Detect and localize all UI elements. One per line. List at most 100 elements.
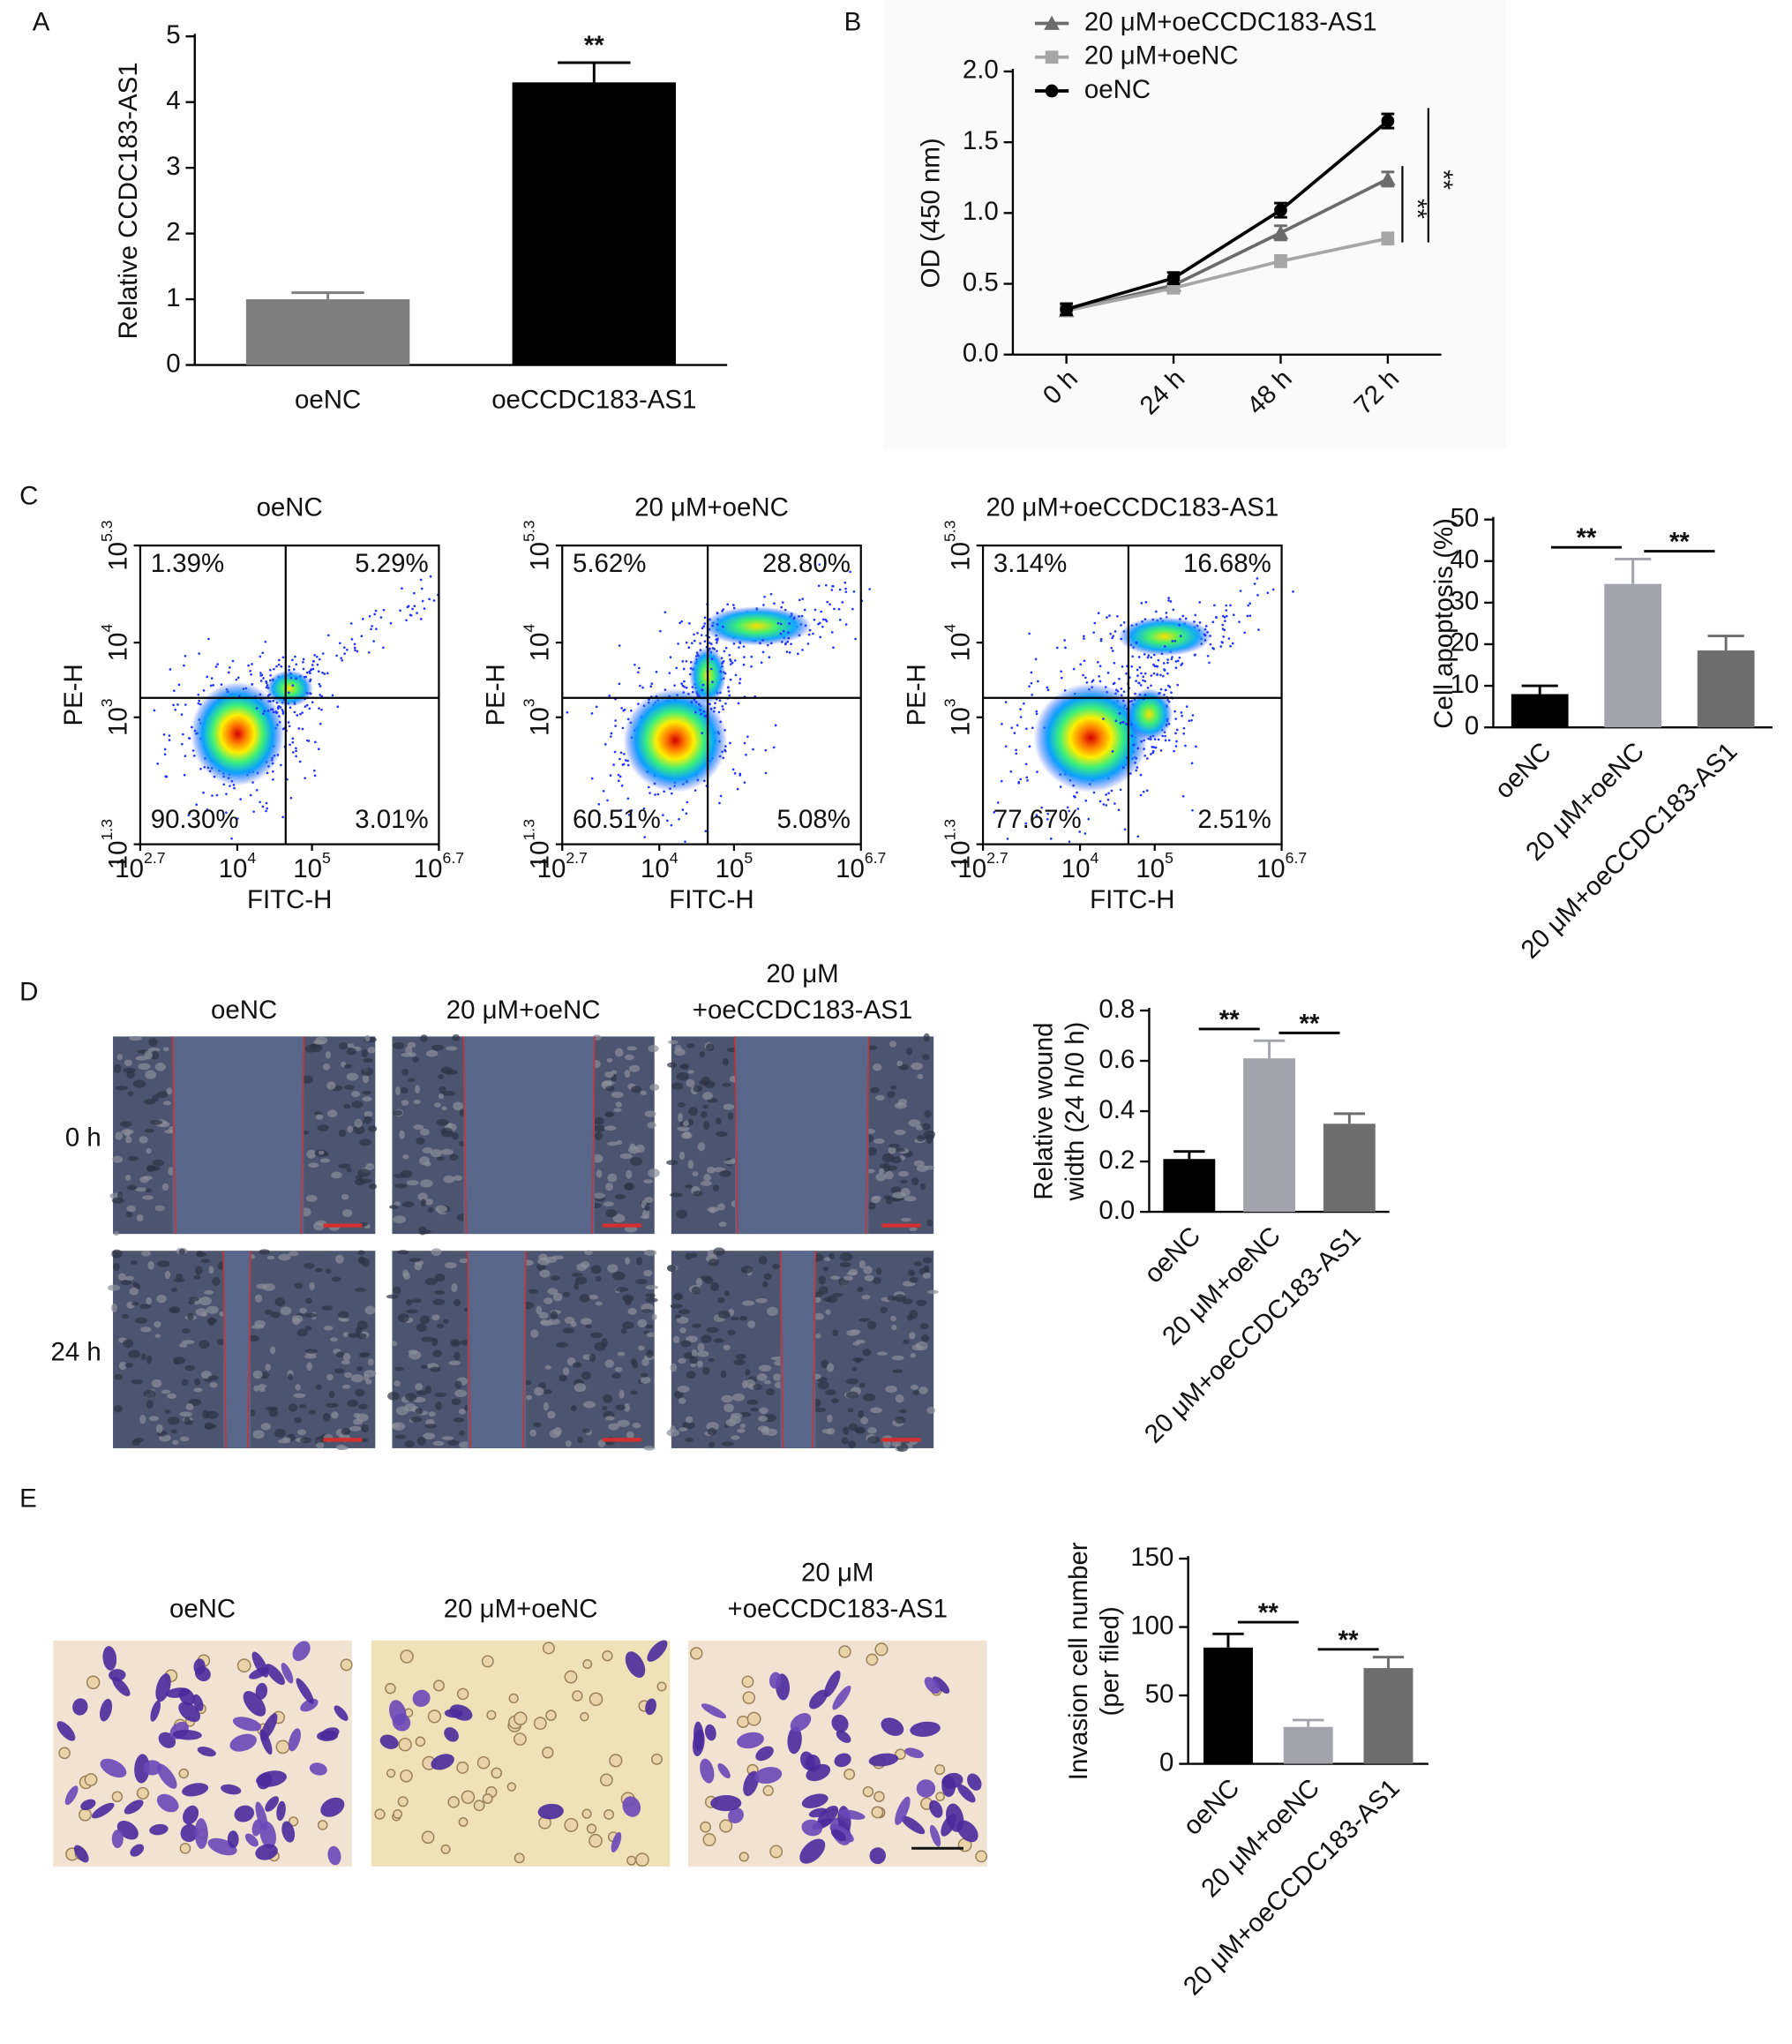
event-dot: [785, 650, 789, 653]
cell-texture: [346, 1043, 355, 1048]
cell-texture: [671, 1082, 684, 1090]
event-dot: [1028, 685, 1031, 688]
cell-texture: [451, 1282, 458, 1293]
event-dot: [1046, 688, 1050, 692]
event-dot: [412, 591, 416, 595]
tick-exponent: 5.3: [941, 520, 958, 542]
cell-texture: [682, 1120, 690, 1127]
cell-texture: [304, 1326, 312, 1331]
event-dot: [690, 701, 694, 703]
cell-texture: [146, 1296, 153, 1305]
cell-texture: [584, 1250, 593, 1255]
stained-cell: [704, 1724, 716, 1741]
cell-texture: [216, 1339, 225, 1346]
cell-texture: [724, 1290, 730, 1296]
series-line: [1066, 237, 1389, 312]
panel-label: C: [19, 481, 38, 510]
event-dot: [1140, 740, 1143, 743]
cell-texture: [189, 1296, 199, 1302]
cell-texture: [667, 1264, 677, 1273]
cell-texture: [707, 1427, 717, 1436]
event-dot: [313, 774, 317, 778]
event-dot: [1000, 779, 1003, 783]
event-dot: [696, 632, 699, 635]
event-dot: [1015, 752, 1018, 755]
cell-texture: [707, 1166, 716, 1174]
event-dot: [301, 711, 304, 714]
cell-texture: [677, 1126, 690, 1131]
event-dot: [299, 712, 302, 716]
event-dot: [163, 753, 167, 756]
y-tick-label: 2: [166, 217, 180, 246]
cell-texture: [917, 1073, 924, 1079]
event-dot: [174, 708, 177, 711]
cell-texture: [595, 1301, 603, 1306]
marker: [1060, 303, 1073, 316]
quadrant-label: 2.51%: [1197, 805, 1271, 834]
cell-texture: [910, 1385, 918, 1390]
event-dot: [769, 642, 773, 645]
cell-texture: [207, 1375, 219, 1381]
event-dot: [1121, 665, 1124, 668]
event-dot: [609, 774, 612, 777]
event-dot: [168, 734, 171, 737]
event-dot: [209, 684, 213, 688]
cell-texture: [742, 1379, 747, 1389]
event-dot: [713, 706, 716, 710]
event-dot: [401, 587, 403, 590]
cell-texture: [442, 1090, 455, 1096]
event-dot: [1046, 686, 1049, 689]
event-dot: [764, 771, 768, 775]
event-dot: [694, 701, 698, 703]
cell-texture: [693, 1085, 703, 1093]
event-dot: [739, 772, 742, 776]
event-dot: [724, 672, 727, 675]
event-dot: [1171, 640, 1174, 643]
event-dot: [231, 659, 235, 663]
stained-cell: [91, 1802, 115, 1819]
event-dot: [1107, 792, 1110, 795]
tick-base: 10: [836, 854, 865, 883]
cell-texture: [458, 1409, 467, 1415]
pore: [762, 1785, 774, 1797]
cell-texture: [672, 1335, 680, 1343]
event-dot: [411, 607, 414, 611]
event-dot: [610, 732, 613, 735]
cell-texture: [594, 1131, 603, 1140]
tick-base: 10: [946, 707, 975, 736]
event-dot: [693, 633, 695, 636]
cell-texture: [890, 1085, 896, 1090]
stained-cell: [754, 1767, 783, 1785]
bar: [1243, 1058, 1296, 1213]
event-dot: [764, 748, 768, 752]
event-dot: [1157, 658, 1160, 662]
event-dot: [618, 644, 621, 647]
cell-texture: [405, 1393, 417, 1401]
event-dot: [319, 694, 321, 696]
event-dot: [289, 796, 293, 800]
cell-texture: [446, 1046, 458, 1051]
event-dot: [1112, 635, 1114, 637]
cell-texture: [867, 1427, 877, 1434]
pore: [975, 1850, 988, 1863]
event-dot: [694, 789, 697, 792]
event-dot: [742, 663, 746, 666]
y-tick-label: 2.0: [963, 56, 999, 85]
event-dot: [272, 778, 274, 781]
cell-texture: [351, 1101, 364, 1108]
cell-texture: [394, 1173, 408, 1178]
cell-texture: [129, 1035, 143, 1041]
wound-image: [666, 1247, 939, 1453]
event-dot: [1117, 808, 1121, 812]
event-dot: [304, 705, 307, 708]
cell-texture: [677, 1385, 690, 1393]
panel-label: E: [19, 1484, 37, 1514]
event-dot: [680, 682, 683, 685]
stained-cell: [932, 1676, 950, 1694]
event-dot: [1140, 672, 1143, 675]
cell-texture: [312, 1221, 325, 1231]
cell-texture: [353, 1412, 361, 1418]
cell-texture: [417, 1192, 428, 1201]
cell-texture: [922, 1054, 930, 1061]
